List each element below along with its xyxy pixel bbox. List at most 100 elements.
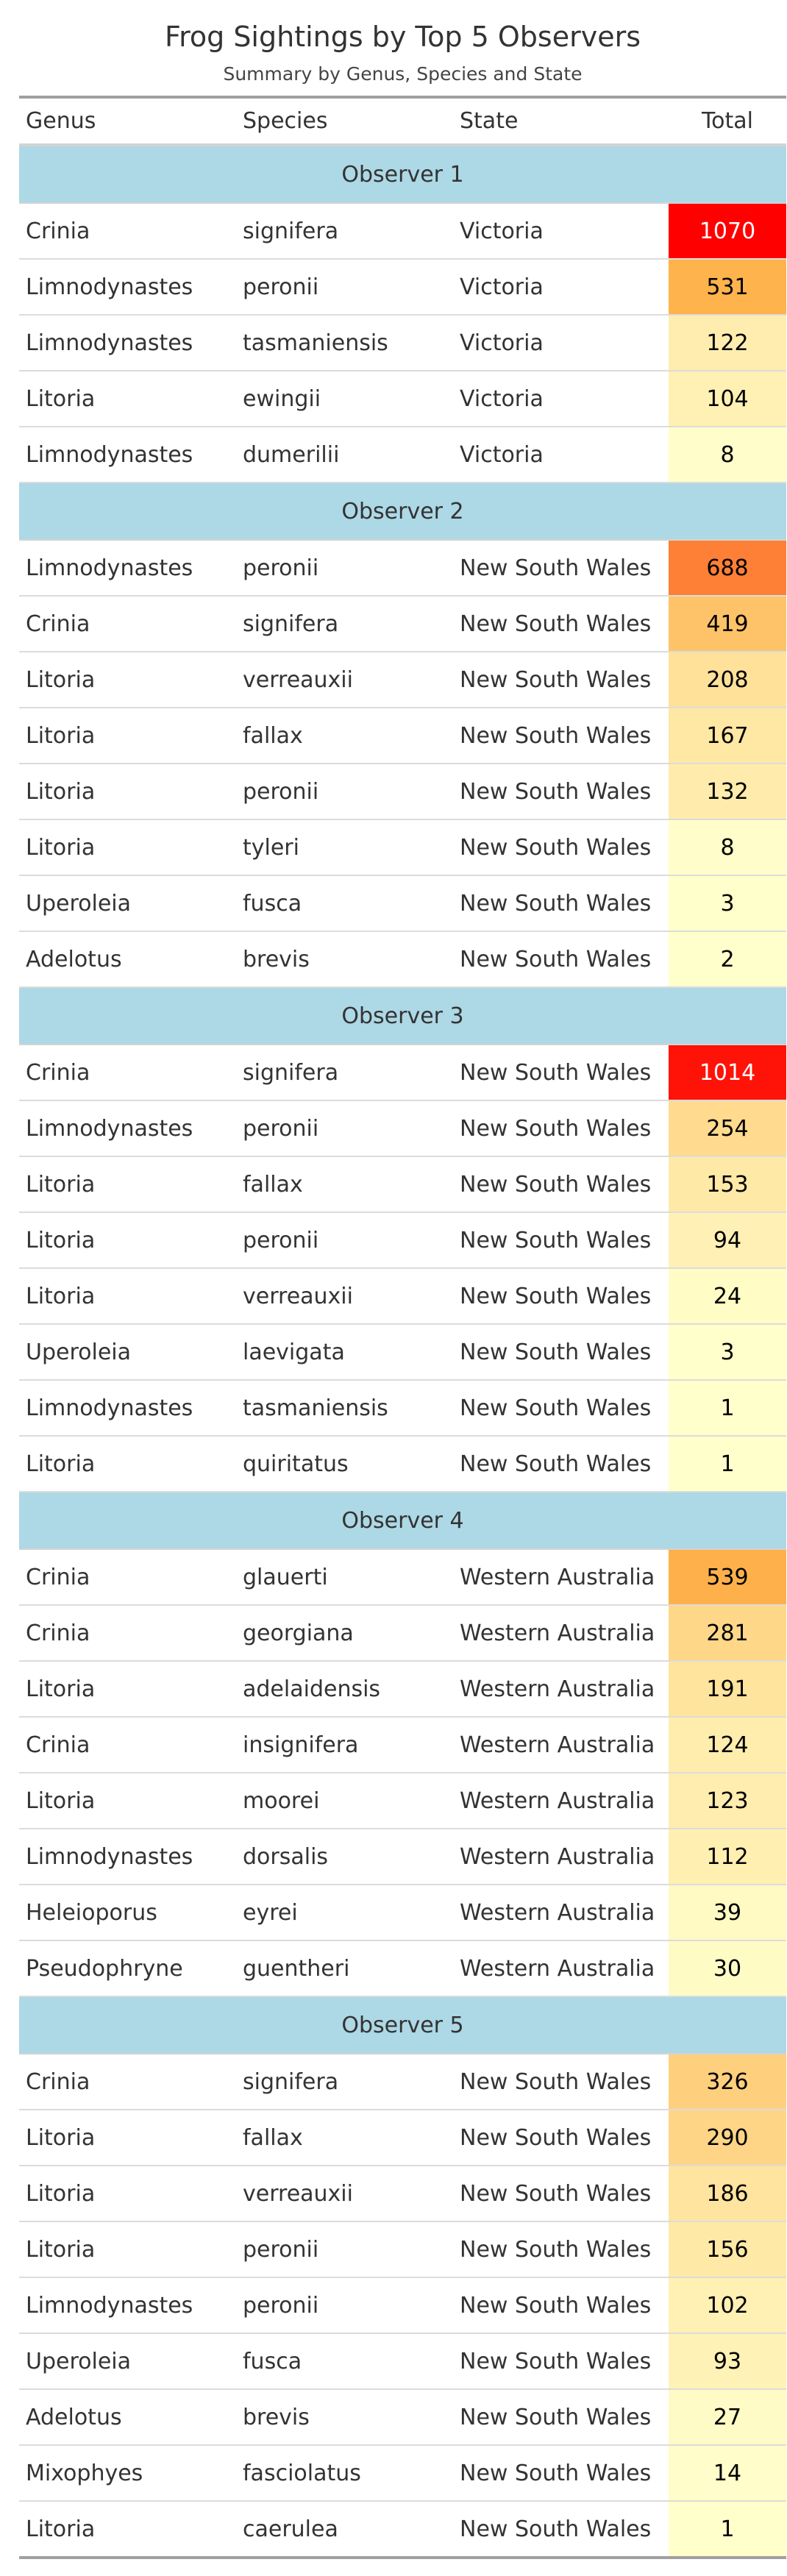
- group-header-row: Observer 4: [19, 1491, 786, 1550]
- genus-cell: Crinia: [19, 596, 236, 652]
- state-cell: Western Australia: [453, 1549, 669, 1606]
- total-cell: 191: [669, 1661, 786, 1718]
- state-cell: Western Australia: [453, 1829, 669, 1885]
- species-cell: peronii: [236, 2277, 453, 2334]
- state-cell: New South Wales: [453, 2221, 669, 2278]
- table-row: Crinia signifera New South Wales 1014: [19, 1045, 786, 1101]
- state-cell: New South Wales: [453, 1324, 669, 1381]
- total-cell: 326: [669, 2054, 786, 2110]
- total-cell: 112: [669, 1829, 786, 1885]
- total-cell: 1070: [669, 203, 786, 260]
- species-cell: fallax: [236, 708, 453, 764]
- header-row: Genus Species State Total: [19, 96, 786, 146]
- total-cell: 208: [669, 652, 786, 708]
- state-cell: New South Wales: [453, 2277, 669, 2334]
- total-cell: 8: [669, 427, 786, 483]
- genus-cell: Litoria: [19, 1212, 236, 1269]
- total-cell: 39: [669, 1885, 786, 1941]
- species-cell: fasciolatus: [236, 2445, 453, 2502]
- state-cell: Western Australia: [453, 1717, 669, 1773]
- table-row: Mixophyes fasciolatus New South Wales 14: [19, 2445, 786, 2502]
- total-cell: 1: [669, 1380, 786, 1437]
- total-cell: 1: [669, 2501, 786, 2559]
- column-header-state: State: [453, 96, 669, 146]
- table-row: Crinia insignifera Western Australia 124: [19, 1717, 786, 1773]
- genus-cell: Mixophyes: [19, 2445, 236, 2502]
- state-cell: New South Wales: [453, 1045, 669, 1101]
- table-row: Litoria quiritatus New South Wales 1: [19, 1436, 786, 1492]
- table-row: Litoria adelaidensis Western Australia 191: [19, 1661, 786, 1718]
- total-cell: 24: [669, 1268, 786, 1325]
- total-cell: 1: [669, 1436, 786, 1492]
- observer-group: Observer 2 Limnodynastes peronii New South …: [19, 482, 786, 988]
- table-row: Litoria tyleri New South Wales 8: [19, 819, 786, 876]
- genus-cell: Uperoleia: [19, 2333, 236, 2390]
- species-cell: peronii: [236, 764, 453, 820]
- total-cell: 1014: [669, 1045, 786, 1101]
- state-cell: Victoria: [453, 371, 669, 427]
- table-row: Adelotus brevis New South Wales 27: [19, 2389, 786, 2446]
- table-row: Litoria fallax New South Wales 290: [19, 2110, 786, 2166]
- species-cell: quiritatus: [236, 1436, 453, 1492]
- state-cell: Victoria: [453, 203, 669, 260]
- species-cell: glauerti: [236, 1549, 453, 1606]
- group-header-label: Observer 5: [19, 1996, 786, 2054]
- group-header-row: Observer 1: [19, 144, 786, 204]
- genus-cell: Limnodynastes: [19, 1829, 236, 1885]
- table-row: Crinia signifera New South Wales 419: [19, 596, 786, 652]
- species-cell: peronii: [236, 1212, 453, 1269]
- state-cell: New South Wales: [453, 2333, 669, 2390]
- table-row: Limnodynastes tasmaniensis New South Wales…: [19, 1380, 786, 1437]
- table-container: Frog Sightings by Top 5 Observers Summar…: [19, 6, 786, 2559]
- genus-cell: Limnodynastes: [19, 259, 236, 316]
- species-cell: laevigata: [236, 1324, 453, 1381]
- table-row: Adelotus brevis New South Wales 2: [19, 931, 786, 988]
- group-header-label: Observer 2: [19, 482, 786, 541]
- state-cell: New South Wales: [453, 1436, 669, 1492]
- group-header-row: Observer 2: [19, 482, 786, 541]
- table-title: Frog Sightings by Top 5 Observers: [164, 21, 641, 53]
- genus-cell: Litoria: [19, 2166, 236, 2222]
- state-cell: New South Wales: [453, 1268, 669, 1325]
- species-cell: verreauxii: [236, 652, 453, 708]
- species-cell: fusca: [236, 2333, 453, 2390]
- table-row: Limnodynastes peronii Victoria 531: [19, 259, 786, 316]
- state-cell: New South Wales: [453, 819, 669, 876]
- genus-cell: Crinia: [19, 1045, 236, 1101]
- total-cell: 3: [669, 1324, 786, 1381]
- table-row: Litoria moorei Western Australia 123: [19, 1773, 786, 1829]
- table-row: Litoria verreauxii New South Wales 186: [19, 2166, 786, 2222]
- state-cell: New South Wales: [453, 2445, 669, 2502]
- table-row: Limnodynastes dorsalis Western Australia 11…: [19, 1829, 786, 1885]
- total-cell: 531: [669, 259, 786, 316]
- state-cell: New South Wales: [453, 875, 669, 932]
- genus-cell: Limnodynastes: [19, 427, 236, 483]
- observer-group: Observer 3 Crinia signifera New South Wales…: [19, 986, 786, 1492]
- total-cell: 124: [669, 1717, 786, 1773]
- state-cell: New South Wales: [453, 2166, 669, 2222]
- state-cell: New South Wales: [453, 2389, 669, 2446]
- total-cell: 3: [669, 875, 786, 932]
- species-cell: tasmaniensis: [236, 1380, 453, 1437]
- observer-group: Observer 1 Crinia signifera Victoria 1070 Lim…: [19, 144, 786, 483]
- table-row: Litoria fallax New South Wales 167: [19, 708, 786, 764]
- genus-cell: Litoria: [19, 371, 236, 427]
- species-cell: signifera: [236, 1045, 453, 1101]
- species-cell: verreauxii: [236, 2166, 453, 2222]
- total-cell: 290: [669, 2110, 786, 2166]
- species-cell: fallax: [236, 2110, 453, 2166]
- table-row: Limnodynastes peronii New South Wales 688: [19, 540, 786, 597]
- table-row: Uperoleia fusca New South Wales 93: [19, 2333, 786, 2390]
- state-cell: Western Australia: [453, 1885, 669, 1941]
- state-cell: New South Wales: [453, 1156, 669, 1213]
- group-header-label: Observer 1: [19, 144, 786, 204]
- state-cell: New South Wales: [453, 708, 669, 764]
- table-row: Limnodynastes peronii New South Wales 254: [19, 1100, 786, 1157]
- state-cell: New South Wales: [453, 652, 669, 708]
- table-row: Litoria peronii New South Wales 156: [19, 2221, 786, 2278]
- state-cell: New South Wales: [453, 1100, 669, 1157]
- table-row: Crinia signifera Victoria 1070: [19, 203, 786, 260]
- table-row: Uperoleia fusca New South Wales 3: [19, 875, 786, 932]
- total-cell: 104: [669, 371, 786, 427]
- total-cell: 419: [669, 596, 786, 652]
